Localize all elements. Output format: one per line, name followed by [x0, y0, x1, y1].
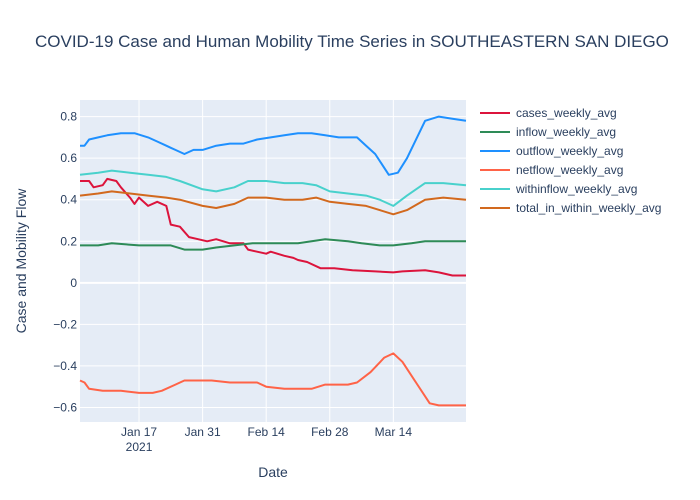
x-tick-label: Mar 14 — [375, 425, 413, 439]
y-tick-label: −0.2 — [53, 317, 77, 331]
x-tick-label: Jan 17 — [121, 425, 157, 439]
legend-label: inflow_weekly_avg — [516, 124, 617, 139]
legend-item[interactable]: total_in_within_weekly_avg — [480, 198, 661, 217]
legend-item[interactable]: outflow_weekly_avg — [480, 141, 661, 160]
legend-swatch — [480, 149, 510, 152]
legend-swatch — [480, 111, 510, 114]
y-axis-title: Case and Mobility Flow — [13, 188, 29, 334]
y-tick-label: 0 — [70, 276, 77, 290]
y-tick-label: 0.8 — [60, 110, 77, 124]
y-tick-label: −0.4 — [53, 359, 77, 373]
legend-label: withinflow_weekly_avg — [516, 181, 638, 196]
legend-swatch — [480, 187, 510, 190]
legend-label: cases_weekly_avg — [516, 105, 617, 120]
y-tick-label: 0.6 — [60, 151, 77, 165]
legend-item[interactable]: netflow_weekly_avg — [480, 160, 661, 179]
series-line-inflow-weekly-avg — [80, 238, 466, 251]
x-axis-title: Date — [258, 464, 288, 480]
x-tick-label: Feb 14 — [248, 425, 286, 439]
legend-item[interactable]: inflow_weekly_avg — [480, 122, 661, 141]
legend-swatch — [480, 168, 510, 171]
series-line-outflow-weekly-avg — [80, 115, 467, 176]
series-group — [79, 115, 467, 407]
legend-label: outflow_weekly_avg — [516, 143, 624, 158]
series-line-netflow-weekly-avg — [79, 352, 466, 407]
y-tick-label: −0.6 — [53, 400, 77, 414]
legend-swatch — [480, 206, 510, 209]
y-tick-label: 0.2 — [60, 234, 77, 248]
x-tick-sublabel: 2021 — [126, 440, 153, 454]
x-tick-label: Jan 31 — [185, 425, 221, 439]
legend-label: netflow_weekly_avg — [516, 162, 624, 177]
legend-label: total_in_within_weekly_avg — [516, 200, 662, 215]
grid-lines — [80, 100, 466, 422]
x-tick-label: Feb 28 — [311, 425, 349, 439]
plot-area — [80, 100, 466, 422]
series-line-withinflow-weekly-avg — [79, 169, 467, 207]
y-tick-label: 0.4 — [60, 193, 77, 207]
series-line-total-in-within-weekly-avg — [79, 190, 467, 216]
legend-swatch — [480, 130, 510, 133]
legend-item[interactable]: withinflow_weekly_avg — [480, 179, 661, 198]
legend-item[interactable]: cases_weekly_avg — [480, 103, 661, 122]
chart-title: COVID-19 Case and Human Mobility Time Se… — [35, 32, 669, 51]
series-line-cases-weekly-avg — [80, 177, 466, 277]
